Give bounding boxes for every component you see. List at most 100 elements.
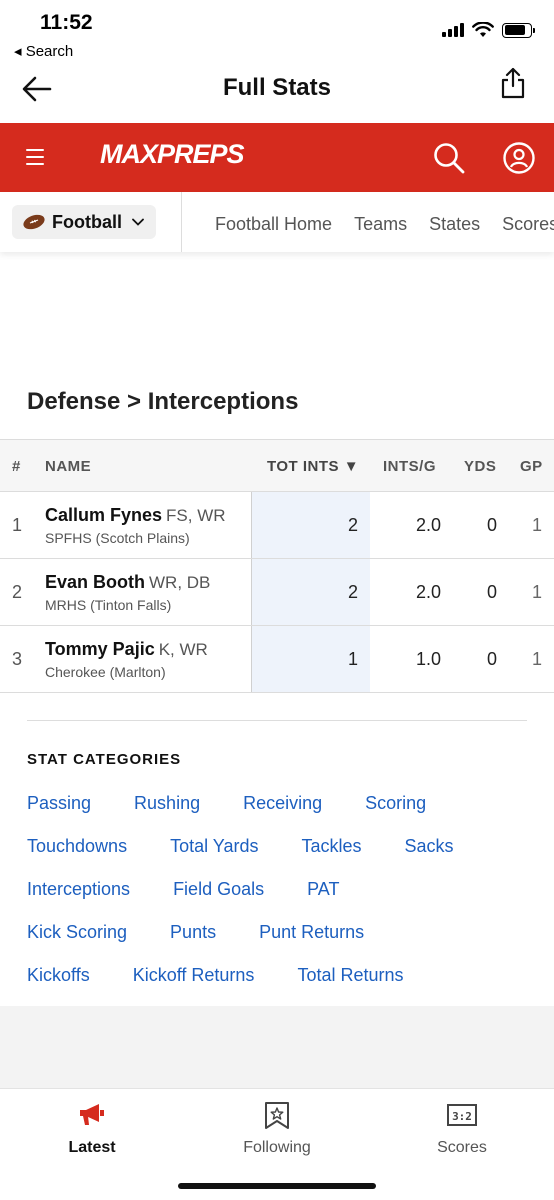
stats-table: # NAME TOT INTS ▼ INTS/G YDS GP 1 Callum…: [0, 439, 554, 693]
tab-latest[interactable]: Latest: [22, 1101, 162, 1157]
table-row[interactable]: 1 Callum Fynes FS, WR SPFHS (Scotch Plain…: [0, 492, 554, 559]
content-divider: [27, 720, 527, 721]
category-link-interceptions[interactable]: Interceptions: [27, 879, 131, 899]
page-title: Full Stats: [222, 74, 331, 101]
subnav-links: Football Home Teams States Scores: [215, 214, 554, 235]
sport-subnav: Football Football Home Teams States Scor…: [0, 192, 554, 252]
player-school: MRHS (Tinton Falls): [45, 597, 172, 613]
tab-following[interactable]: Following: [207, 1101, 347, 1157]
section-title: Defense > Interceptions: [27, 388, 299, 415]
player-cell[interactable]: Callum Fynes FS, WR SPFHS (Scotch Plains): [45, 505, 226, 546]
row-rank: 2: [12, 582, 23, 602]
status-icons: [442, 22, 535, 38]
sorted-column-border: [251, 439, 252, 693]
status-time: 11:52: [40, 11, 93, 34]
tab-label: Latest: [68, 1139, 116, 1156]
tab-label: Following: [243, 1139, 311, 1156]
sport-selector[interactable]: Football: [12, 205, 156, 239]
row-ints-per-game: 1.0: [415, 649, 441, 669]
stat-category-row: Interceptions Field Goals PAT: [27, 879, 382, 900]
header-rank: #: [12, 458, 21, 475]
page-footer-area: [0, 1006, 554, 1088]
category-link-total-returns[interactable]: Total Returns: [297, 965, 404, 985]
header-ints-per-game[interactable]: INTS/G: [383, 458, 437, 475]
row-ints-per-game: 2.0: [415, 515, 441, 535]
table-row[interactable]: 2 Evan Booth WR, DB MRHS (Tinton Falls) 2…: [0, 559, 554, 626]
row-tot-ints: 1: [347, 649, 358, 669]
player-position: FS, WR: [166, 506, 226, 525]
row-rank: 1: [12, 515, 23, 535]
battery-icon: [502, 22, 535, 38]
category-link-receiving[interactable]: Receiving: [243, 793, 323, 813]
category-link-scoring[interactable]: Scoring: [365, 793, 427, 813]
table-header-row: # NAME TOT INTS ▼ INTS/G YDS GP: [0, 439, 554, 492]
row-gp: 1: [532, 582, 543, 602]
player-position: K, WR: [158, 640, 208, 659]
category-link-rushing[interactable]: Rushing: [134, 793, 201, 813]
subnav-links-scroller: Football Home Teams States Scores: [182, 192, 554, 252]
player-school: SPFHS (Scotch Plains): [45, 530, 190, 546]
football-icon: [23, 214, 45, 230]
category-link-tackles[interactable]: Tackles: [301, 836, 362, 856]
category-link-passing[interactable]: Passing: [27, 793, 92, 813]
status-bar: 11:52 ◂ Search: [0, 0, 554, 66]
home-indicator: [178, 1183, 376, 1189]
search-icon[interactable]: [432, 141, 466, 175]
player-name[interactable]: Evan Booth: [45, 572, 146, 592]
row-ints-per-game: 2.0: [415, 582, 441, 602]
category-link-sacks[interactable]: Sacks: [404, 836, 454, 856]
account-icon[interactable]: [502, 141, 536, 175]
wifi-icon: [472, 22, 494, 37]
table-row[interactable]: 3 Tommy Pajic K, WR Cherokee (Marlton) 1 …: [0, 626, 554, 693]
bookmark-star-icon: [265, 1102, 289, 1129]
hamburger-menu-icon[interactable]: [26, 149, 44, 165]
row-yds: 0: [486, 515, 497, 535]
row-tot-ints: 2: [347, 582, 358, 602]
scoreboard-icon: 3:2: [447, 1104, 477, 1126]
maxpreps-logo[interactable]: MAXPREPS: [100, 139, 245, 169]
row-yds: 0: [486, 649, 497, 669]
category-link-touchdowns[interactable]: Touchdowns: [27, 836, 128, 856]
megaphone-icon: [80, 1104, 104, 1125]
category-link-kickoff-returns[interactable]: Kickoff Returns: [132, 965, 255, 985]
stat-categories-title: STAT CATEGORIES: [27, 751, 182, 768]
subnav-link-teams[interactable]: Teams: [354, 214, 408, 234]
back-arrow-icon[interactable]: [20, 74, 56, 104]
category-link-punt-returns[interactable]: Punt Returns: [259, 922, 365, 942]
header-gp[interactable]: GP: [520, 458, 543, 475]
player-position: WR, DB: [149, 573, 211, 592]
tab-label: Scores: [437, 1139, 487, 1156]
category-link-field-goals[interactable]: Field Goals: [173, 879, 265, 899]
row-rank: 3: [12, 649, 23, 669]
subnav-link-states[interactable]: States: [429, 214, 481, 234]
row-tot-ints: 2: [347, 515, 358, 535]
player-name[interactable]: Tommy Pajic: [45, 639, 155, 659]
cellular-signal-icon: [442, 23, 464, 37]
player-cell[interactable]: Evan Booth WR, DB MRHS (Tinton Falls): [45, 572, 210, 613]
player-cell[interactable]: Tommy Pajic K, WR Cherokee (Marlton): [45, 639, 208, 680]
bottom-tab-bar: Latest Following 3:2 Scores: [0, 1088, 554, 1200]
category-link-total-yards[interactable]: Total Yards: [170, 836, 259, 856]
player-name[interactable]: Callum Fynes: [45, 505, 163, 525]
header-tot-ints[interactable]: TOT INTS ▼: [267, 458, 360, 475]
row-gp: 1: [532, 649, 543, 669]
chevron-down-icon: [132, 218, 144, 226]
brand-bar: MAXPREPS: [0, 123, 554, 192]
subnav-link-football-home[interactable]: Football Home: [215, 214, 333, 234]
share-icon[interactable]: [498, 66, 528, 100]
stat-category-row: Passing Rushing Receiving Scoring: [27, 793, 469, 814]
header-yds[interactable]: YDS: [464, 458, 497, 475]
category-link-pat[interactable]: PAT: [307, 879, 340, 899]
subnav-link-scores[interactable]: Scores: [502, 214, 554, 234]
stat-category-row: Touchdowns Total Yards Tackles Sacks: [27, 836, 497, 857]
stat-category-row: Kickoffs Kickoff Returns Total Returns: [27, 965, 447, 986]
tab-scores[interactable]: 3:2 Scores: [392, 1101, 532, 1157]
header-name[interactable]: NAME: [45, 458, 92, 475]
category-link-kick-scoring[interactable]: Kick Scoring: [27, 922, 128, 942]
row-gp: 1: [532, 515, 543, 535]
svg-text:3:2: 3:2: [452, 1110, 472, 1123]
category-link-punts[interactable]: Punts: [170, 922, 217, 942]
back-to-search-link[interactable]: ◂ Search: [14, 43, 74, 60]
category-link-kickoffs[interactable]: Kickoffs: [27, 965, 90, 985]
subnav-divider: [181, 192, 182, 252]
